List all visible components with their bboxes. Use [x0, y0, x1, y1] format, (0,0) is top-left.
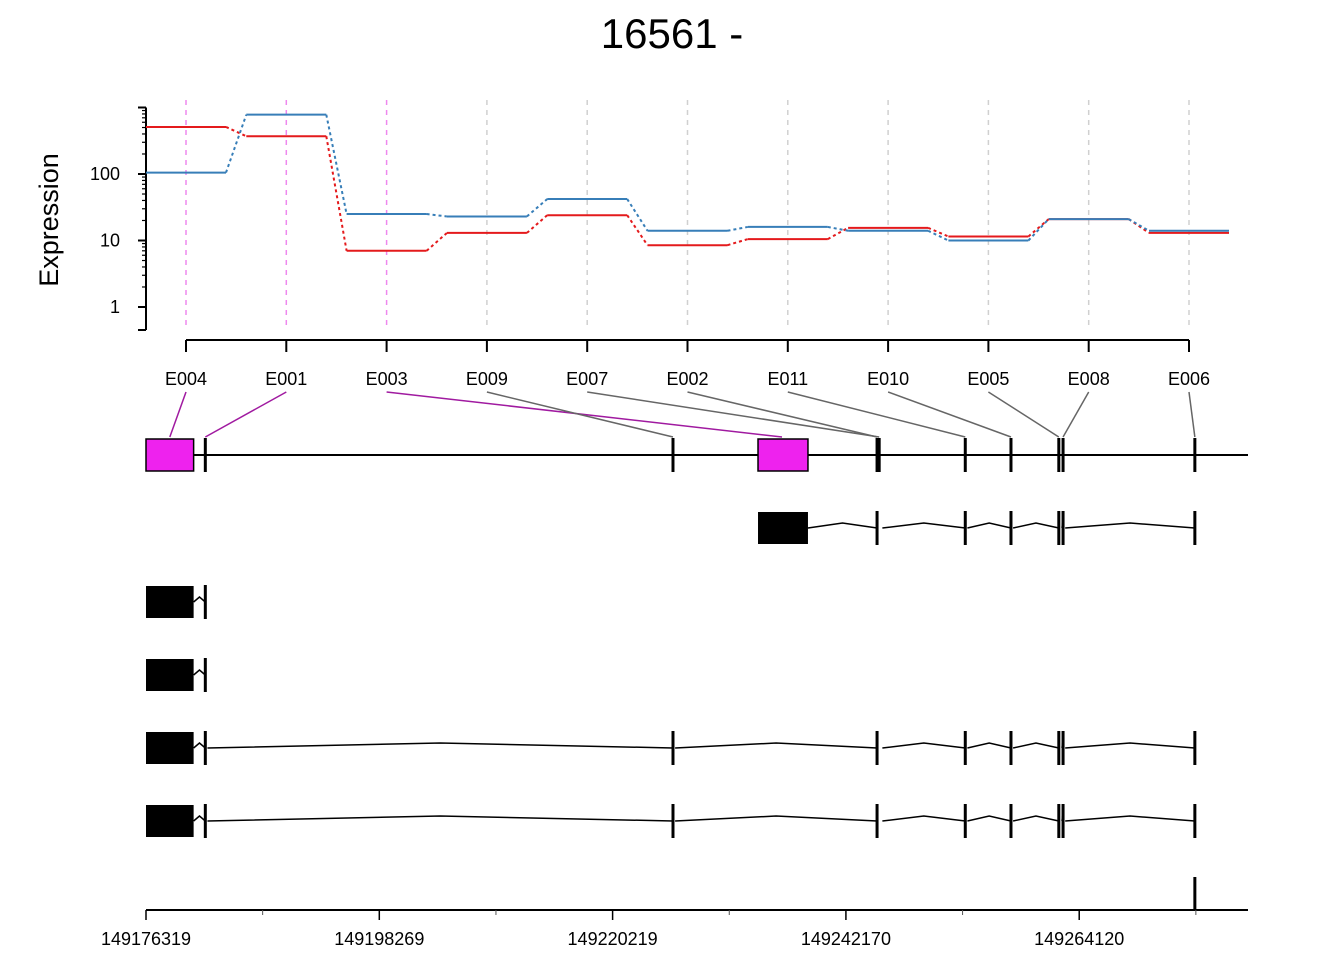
genome-tick-label: 149198269	[334, 929, 424, 949]
y-tick-label: 10	[100, 231, 120, 251]
series-1-connector	[225, 114, 248, 173]
series-1-connector	[325, 114, 348, 215]
transcript-5-intron	[193, 815, 206, 822]
series-0-connector	[626, 214, 649, 246]
link-e008	[1062, 391, 1090, 438]
link-e005	[987, 391, 1060, 438]
series-1-connector	[426, 213, 448, 218]
y-tick-label: 100	[90, 164, 120, 184]
y-tick-label: 1	[110, 297, 120, 317]
exon-label-e006: E006	[1168, 369, 1210, 389]
transcript-5-intron	[675, 815, 878, 822]
transcript-4-intron	[675, 742, 878, 749]
transcript-4-exon	[146, 732, 194, 764]
transcript-2	[146, 585, 207, 619]
series-0-connector	[827, 226, 849, 240]
exon-label-e001: E001	[265, 369, 307, 389]
series-0-connector	[425, 232, 448, 252]
link-e010	[887, 391, 1012, 438]
series-1-connector	[1128, 218, 1150, 232]
transcript-5-intron	[1012, 815, 1059, 822]
gene-exon-e004	[145, 438, 195, 472]
series-0-connector	[225, 126, 247, 138]
transcript-5-intron	[207, 815, 674, 822]
transcript-4-intron	[207, 742, 674, 749]
exon-label-e010: E010	[867, 369, 909, 389]
transcript-2-exon	[146, 586, 194, 618]
y-axis-label: Expression	[34, 153, 64, 287]
exon-label-e003: E003	[366, 369, 408, 389]
transcript-2-intron	[193, 596, 206, 603]
genome-tick-label: 149176319	[101, 929, 191, 949]
series-1-connector	[626, 198, 649, 232]
exon-label-e005: E005	[967, 369, 1009, 389]
exon-label-e002: E002	[666, 369, 708, 389]
transcript-3-exon	[146, 659, 194, 691]
chart-title: 16561 -	[601, 10, 743, 57]
transcript-5-intron	[967, 815, 1012, 822]
link-e007	[587, 391, 880, 438]
transcript-5-exon	[146, 805, 194, 837]
plot-series	[146, 113, 1229, 252]
link-e009	[486, 391, 674, 438]
transcript-1-intron	[807, 522, 878, 529]
series-1-connector	[727, 225, 748, 232]
transcript-4-intron	[882, 742, 966, 749]
link-e002	[687, 391, 878, 438]
series-0-connector	[1027, 218, 1050, 238]
link-e006	[1188, 391, 1196, 438]
transcript-5-intron	[1065, 815, 1195, 822]
transcript-1-intron	[967, 522, 1012, 529]
exon-links	[169, 391, 1196, 438]
transcript-tracks	[146, 511, 1197, 911]
transcript-3-intron	[193, 669, 206, 676]
genome-tick-label: 149220219	[568, 929, 658, 949]
series-0-connector	[526, 214, 548, 234]
genome-tick-label: 149264120	[1034, 929, 1124, 949]
series-1-connector	[526, 198, 548, 218]
transcript-4-intron	[1065, 742, 1195, 749]
genome-axis: 149176319 149198269 149220219 149242170 1492…	[101, 909, 1248, 949]
exon-label-e004: E004	[165, 369, 207, 389]
transcript-1	[758, 511, 1197, 545]
transcript-1-intron	[882, 522, 966, 529]
series-1-connector	[1027, 218, 1050, 242]
link-e003	[386, 391, 783, 438]
transcript-3	[146, 658, 207, 692]
plot-grid	[185, 100, 1190, 330]
link-e011	[787, 391, 966, 438]
transcript-1-intron	[1012, 522, 1059, 529]
series-1-connector	[927, 229, 949, 242]
transcript-4-intron	[967, 742, 1012, 749]
exon-label-e009: E009	[466, 369, 508, 389]
plot-axes: 1 10 100 E004 E001 E003 E009 E007 E002 E011 E010 E0…	[90, 106, 1210, 389]
gene-track	[145, 438, 1248, 472]
transcript-5	[146, 804, 1197, 838]
series-0	[146, 125, 1229, 252]
series-0-connector	[727, 238, 749, 247]
genome-tick-label: 149242170	[801, 929, 891, 949]
exon-label-e007: E007	[566, 369, 608, 389]
link-e001	[204, 391, 287, 438]
transcript-5-intron	[882, 815, 966, 822]
transcript-4-intron	[193, 742, 206, 749]
link-e004	[169, 391, 187, 438]
series-0-connector	[325, 136, 348, 251]
transcript-4-intron	[1012, 742, 1059, 749]
transcript-4	[146, 731, 1197, 765]
transcript-1-exon	[758, 512, 808, 544]
gene-exon-e003	[757, 438, 809, 472]
series-0-connector	[927, 226, 949, 238]
exon-label-e008: E008	[1068, 369, 1110, 389]
transcript-1-intron	[1065, 522, 1195, 529]
series-1	[146, 113, 1229, 242]
exon-label-e011: E011	[767, 369, 808, 389]
